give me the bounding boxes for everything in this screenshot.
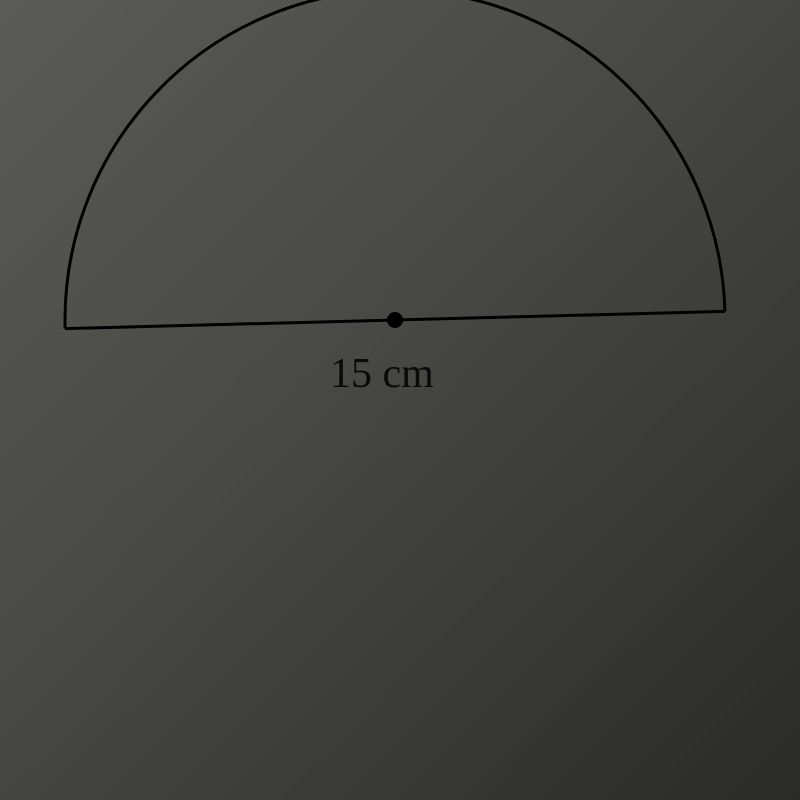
semicircle-shape — [0, 0, 800, 800]
semicircle-diagram: 15 cm — [0, 0, 800, 800]
diameter-label: 15 cm — [330, 350, 434, 398]
